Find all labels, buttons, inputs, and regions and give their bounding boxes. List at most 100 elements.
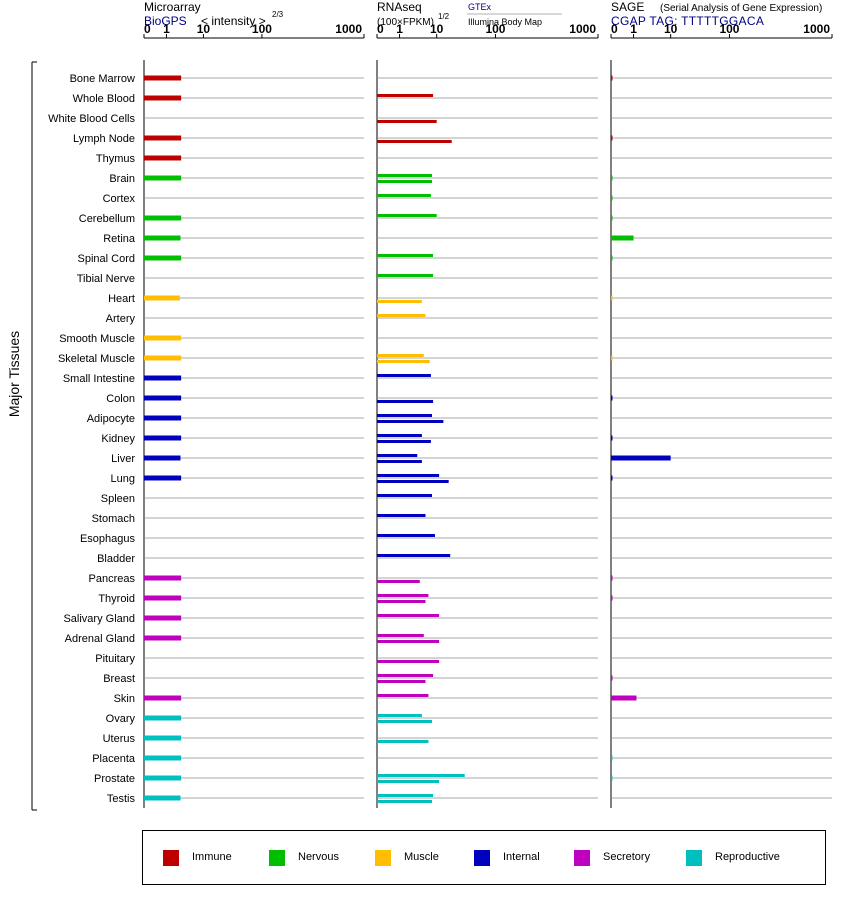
sage-bar: [611, 675, 613, 681]
rnaseq-ibm-bar: [377, 640, 440, 643]
rnaseq-ibm-bar: [377, 460, 422, 463]
microarray-bar: [144, 715, 182, 721]
microarray-bar: [144, 255, 182, 261]
rnaseq-title: RNAseq: [377, 0, 422, 14]
sage-tick-label: 1000: [803, 22, 830, 36]
sage-bar: [611, 195, 613, 201]
rnaseq-ibm-bar: [377, 740, 429, 743]
tissue-label: Heart: [108, 293, 135, 305]
sage-bar: [611, 295, 613, 301]
microarray-tick-label: 10: [197, 22, 211, 36]
rnaseq-ibm-bar: [377, 440, 431, 443]
microarray-tick-label: 1000: [335, 22, 362, 36]
tissue-label: Cerebellum: [79, 213, 135, 225]
rnaseq-ibm-bar: [377, 420, 444, 423]
tissue-labels: Bone Marrow Whole Blood White Blood Cells L…: [48, 73, 136, 805]
sage-bar: [611, 215, 613, 221]
tissue-label: Breast: [103, 673, 135, 685]
legend-swatch-reproductive: [686, 850, 702, 866]
rnaseq-gtex-bar: [377, 514, 426, 517]
sage-bar: [611, 475, 613, 481]
tissue-label: Colon: [106, 393, 135, 405]
microarray-scale-exp: 2/3: [272, 10, 284, 19]
rnaseq-subtitle: (100×FPKM): [377, 17, 434, 28]
microarray-bar: [144, 295, 180, 301]
rnaseq-gtex-bar: [377, 214, 437, 217]
microarray-bar: [144, 75, 182, 81]
tissue-label: Thymus: [96, 153, 136, 165]
sage-bar: [611, 395, 613, 401]
microarray-title: Microarray: [144, 0, 201, 14]
tissue-label: Skin: [114, 693, 135, 705]
tissue-label: Testis: [107, 793, 136, 805]
microarray-bar: [144, 95, 182, 101]
tissue-label: Spinal Cord: [78, 253, 135, 265]
rnaseq-ibm-bar: [377, 120, 437, 123]
sage-bar: [611, 775, 613, 781]
rnaseq-tick-label: 1: [396, 22, 403, 36]
rnaseq-ibm-bar: [377, 720, 433, 723]
sage-bar: [611, 175, 613, 181]
tissue-label: Esophagus: [80, 533, 136, 545]
legend-label-muscle: Muscle: [404, 851, 439, 863]
microarray-bar: [144, 235, 181, 241]
rnaseq-tick-label: 10: [430, 22, 444, 36]
microarray-bar: [144, 695, 182, 701]
sage-tick-label: 100: [719, 22, 739, 36]
legend-label-reproductive: Reproductive: [715, 851, 780, 863]
sage-tick-label: 0: [611, 22, 618, 36]
rnaseq-gtex-bar: [377, 714, 422, 717]
rnaseq-gtex-bar: [377, 274, 434, 277]
rnaseq-gtex-bar: [377, 254, 434, 257]
rnaseq-gtex-bar: [377, 354, 424, 357]
microarray-tick-label: 100: [252, 22, 272, 36]
legend-swatch-internal: [474, 850, 490, 866]
microarray-bar: [144, 135, 182, 141]
tissue-label: Artery: [106, 313, 136, 325]
microarray-bar: [144, 475, 182, 481]
tick-layer: 0 1 10 100 1000 0 1 10 100 1000 0 1 10 100 1000: [143, 22, 833, 39]
rnaseq-ibm-bar: [377, 480, 449, 483]
rnaseq-ibm-bar: [377, 180, 433, 183]
sage-title: SAGE: [611, 0, 644, 14]
tissue-label: Spleen: [101, 493, 135, 505]
microarray-bar: [144, 635, 182, 641]
rnaseq-gtex-bar: [377, 694, 429, 697]
microarray-bar: [144, 575, 182, 581]
sage-bar: [611, 255, 613, 261]
sage-bar: [611, 435, 613, 441]
tissue-label: Adipocyte: [87, 413, 135, 425]
tissue-label: Liver: [111, 453, 135, 465]
tissue-label: Pancreas: [89, 573, 136, 585]
sage-bar: [611, 235, 634, 241]
rnaseq-ibm-bar: [377, 800, 433, 803]
sage-bar: [611, 75, 613, 81]
tissue-label: Stomach: [92, 513, 135, 525]
legend-swatch-muscle: [375, 850, 391, 866]
sage-tick-label: 10: [664, 22, 678, 36]
microarray-bar: [144, 215, 182, 221]
sage-bar: [611, 595, 613, 601]
rnaseq-ibm-bar: [377, 660, 440, 663]
tissue-label: Placenta: [92, 753, 136, 765]
rnaseq-ibm-bar: [377, 580, 420, 583]
rnaseq-ibm-bar: [377, 400, 434, 403]
sage-bar: [611, 355, 613, 361]
tissue-label: Pituitary: [95, 653, 135, 665]
rnaseq-gtex-bar: [377, 94, 434, 97]
rnaseq-gtex-bar: [377, 314, 426, 317]
rnaseq-scale-exp: 1/2: [438, 12, 450, 21]
rnaseq-gtex-bar: [377, 414, 433, 417]
tissue-label: Thyroid: [98, 593, 135, 605]
rnaseq-gtex-bar: [377, 494, 433, 497]
tissue-label: Salivary Gland: [63, 613, 135, 625]
rnaseq-gtex-bar: [377, 554, 451, 557]
microarray-bar: [144, 435, 182, 441]
sage-bar: [611, 135, 613, 141]
microarray-bar: [144, 175, 182, 181]
rnaseq-gtex-bar: [377, 454, 418, 457]
legend-label-secretory: Secretory: [603, 851, 651, 863]
microarray-scale-note: < intensity >: [201, 14, 266, 28]
rnaseq-ibm-bar: [377, 140, 452, 143]
microarray-bar: [144, 755, 182, 761]
